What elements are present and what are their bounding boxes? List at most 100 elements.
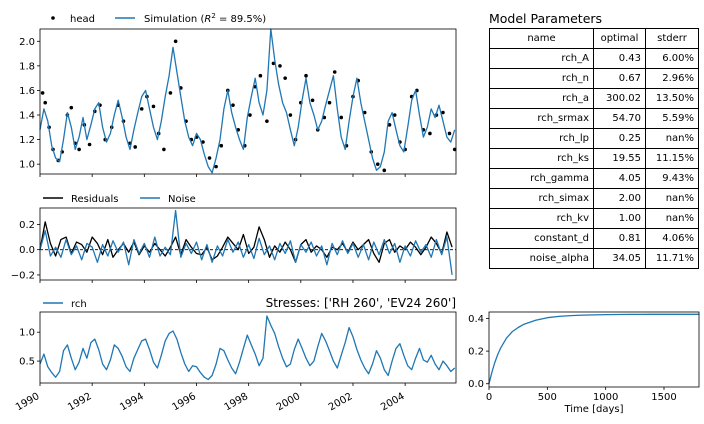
x-tick-label: 1500 xyxy=(651,392,676,403)
table-cell-stderr: 5.59% xyxy=(645,108,699,129)
simulation-r-2-89-5-line xyxy=(39,28,456,174)
legend-simulation-label: Simulation (R2 = 89.5%) xyxy=(144,12,266,25)
head-point xyxy=(382,168,387,173)
table-row: rch_kv 1.00 nan% xyxy=(489,208,699,229)
head-point xyxy=(40,91,45,95)
table-cell-stderr: 9.43% xyxy=(645,168,699,189)
head-point xyxy=(283,76,287,80)
residuals-noise-axes: −0.2 0.0 0.2 Residuals Noise xyxy=(11,194,457,283)
head-point xyxy=(375,162,380,166)
table-row: rch_srmax 54.70 5.59% xyxy=(489,108,699,129)
head-point xyxy=(278,64,282,68)
parameters-title: Model Parameters xyxy=(489,11,603,26)
table-cell-optimal: 4.05 xyxy=(593,168,646,189)
x-tick-label: 2004 xyxy=(379,391,407,413)
plot-frame xyxy=(39,207,457,281)
table-row: rch_a 300.02 13.50% xyxy=(489,88,699,109)
table-cell-optimal: 34.05 xyxy=(593,248,646,269)
table-row: rch_A 0.43 6.00% xyxy=(489,48,699,69)
head-point xyxy=(219,143,224,148)
head-point xyxy=(231,103,235,107)
head-point xyxy=(162,147,166,152)
y-tick-label: 0.0 xyxy=(468,379,484,390)
table-cell-name: rch_gamma xyxy=(489,168,594,189)
stresses-axes: 0.5 1.0 1990 1992 1994 1996 1998 2000 2002 2004 rc… xyxy=(14,296,457,413)
head-point xyxy=(304,73,308,78)
y-tick-label: −0.2 xyxy=(11,270,35,281)
y-tick-label: 1.0 xyxy=(19,328,35,339)
table-cell-name: rch_a xyxy=(489,88,594,109)
residuals-line xyxy=(39,221,453,263)
plot-frame xyxy=(488,311,700,388)
table-cell-stderr: nan% xyxy=(645,188,699,209)
plot-frame xyxy=(39,311,457,384)
table-cell-name: rch_A xyxy=(489,48,594,69)
head-point xyxy=(201,140,205,144)
table-row: constant_d 0.81 4.06% xyxy=(489,228,699,249)
table-cell-optimal: 0.67 xyxy=(593,68,646,89)
table-row: rch_simax 2.00 nan% xyxy=(489,188,699,209)
table-cell-stderr: 13.50% xyxy=(645,88,699,109)
x-tick-label: 1990 xyxy=(14,391,42,413)
head-point xyxy=(77,147,81,152)
head-point xyxy=(288,113,293,117)
table-cell-stderr: 6.00% xyxy=(645,48,699,69)
x-tick-label: 1000 xyxy=(593,392,618,403)
head-point xyxy=(428,131,432,136)
head-point xyxy=(332,70,337,74)
table-cell-stderr: 4.06% xyxy=(645,228,699,249)
x-tick-label: 1996 xyxy=(170,391,198,413)
table-cell-name: rch_lp xyxy=(489,128,594,149)
parameters-table: name optimal stderr rch_A 0.43 6.00% rch_n 0.6… xyxy=(489,28,699,269)
table-row: rch_n 0.67 2.96% xyxy=(489,68,699,89)
head-point xyxy=(441,110,445,115)
legend-noise-label: Noise xyxy=(168,194,196,205)
head-point xyxy=(327,100,332,105)
parameters-body: rch_A 0.43 6.00% rch_n 0.67 2.96% rch_a 300.02 1… xyxy=(489,48,699,269)
x-tick-label: 1998 xyxy=(223,391,251,413)
column-header-stderr: stderr xyxy=(645,28,699,49)
head-point xyxy=(362,110,367,115)
head-point xyxy=(173,39,178,44)
table-cell-name: rch_srmax xyxy=(489,108,594,129)
column-header-name: name xyxy=(489,28,594,49)
head-point xyxy=(151,104,156,109)
table-row: rch_ks 19.55 11.15% xyxy=(489,148,699,169)
x-axis-label: Time [days] xyxy=(563,404,623,415)
parameters-header-row: name optimal stderr xyxy=(489,28,699,49)
head-point xyxy=(452,147,457,152)
legend-rch-label: rch xyxy=(71,299,87,310)
head-point xyxy=(265,119,269,123)
head-point xyxy=(392,113,397,117)
head-simulation-axes: 1.0 1.2 1.4 1.6 1.8 2.0 head Simulation (R2 = 8… xyxy=(19,12,457,177)
y-tick-label: 0.5 xyxy=(19,357,35,368)
head-point xyxy=(69,105,74,110)
table-cell-stderr: 2.96% xyxy=(645,68,699,89)
head-point xyxy=(387,123,392,127)
head-point xyxy=(168,91,173,95)
table-cell-stderr: 11.15% xyxy=(645,148,699,169)
table-row: rch_gamma 4.05 9.43% xyxy=(489,168,699,189)
x-tick-label: 2000 xyxy=(275,391,303,413)
table-cell-name: noise_alpha xyxy=(489,248,594,269)
response-line xyxy=(488,313,699,384)
head-point xyxy=(271,61,276,66)
head-point xyxy=(207,156,212,160)
table-cell-optimal: 0.43 xyxy=(593,48,646,69)
head-point xyxy=(447,131,452,136)
plot-frame xyxy=(39,28,457,175)
y-tick-label: 0.2 xyxy=(19,220,35,231)
table-cell-name: constant_d xyxy=(489,228,594,249)
table-cell-stderr: 11.71% xyxy=(645,248,699,269)
y-tick-label: 2.0 xyxy=(19,37,35,48)
table-cell-stderr: nan% xyxy=(645,128,699,149)
x-tick-label: 1994 xyxy=(118,391,146,413)
y-tick-label: 0.4 xyxy=(468,314,484,325)
y-tick-label: 1.0 xyxy=(19,160,35,171)
head-point xyxy=(258,73,263,78)
column-header-optimal: optimal xyxy=(593,28,646,49)
noise-line xyxy=(39,209,453,275)
step-response-axes: 0.0 0.2 0.4 0 500 1000 1500 Time [days] xyxy=(468,311,700,415)
table-cell-optimal: 1.00 xyxy=(593,208,646,229)
